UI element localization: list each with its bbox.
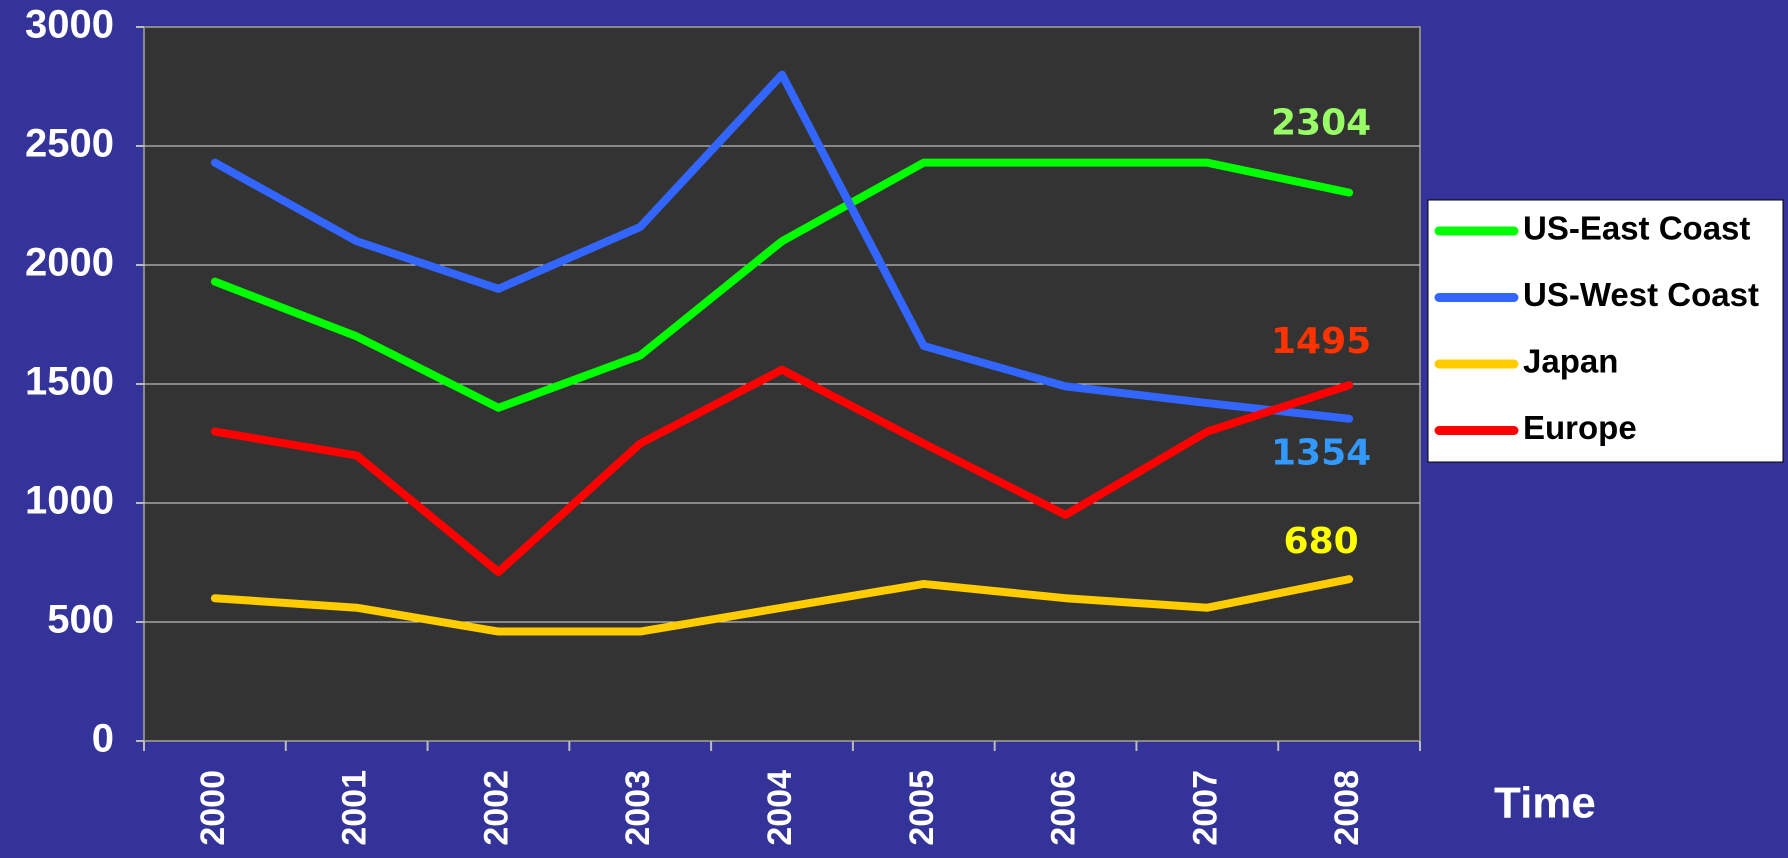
x-tick-label: 2000 [194, 770, 232, 846]
legend-box [1427, 199, 1784, 463]
value-label: 2304 [1271, 103, 1371, 144]
legend-label: US-East Coast [1523, 210, 1750, 247]
series-line [210, 575, 1354, 636]
y-tick-label: 0 [92, 717, 114, 761]
series-line [210, 70, 1354, 423]
y-tick-label: 1000 [25, 479, 114, 523]
series-line [210, 365, 1354, 577]
legend-label: Europe [1523, 409, 1637, 446]
y-tick-label: 3000 [25, 3, 114, 47]
legend-label: Japan [1523, 343, 1618, 380]
x-tick-label: 2008 [1328, 770, 1366, 846]
y-tick-label: 2000 [25, 241, 114, 285]
value-label: 1495 [1271, 321, 1371, 362]
x-tick-label: 2002 [477, 770, 515, 846]
legend-label: US-West Coast [1523, 276, 1759, 313]
x-axis-label: Time [1494, 779, 1596, 828]
series-line [210, 158, 1354, 412]
x-tick-label: 2007 [1186, 770, 1224, 846]
value-label: 1354 [1271, 433, 1371, 474]
value-label: 680 [1284, 521, 1359, 562]
x-tick-label: 2003 [619, 770, 657, 846]
y-tick-label: 2500 [25, 122, 114, 166]
x-tick-label: 2005 [903, 770, 941, 846]
y-tick-label: 1500 [25, 360, 114, 404]
y-tick-label: 500 [47, 598, 114, 642]
x-tick-label: 2001 [336, 770, 374, 846]
x-tick-label: 2004 [761, 770, 799, 846]
x-tick-label: 2006 [1045, 770, 1083, 846]
